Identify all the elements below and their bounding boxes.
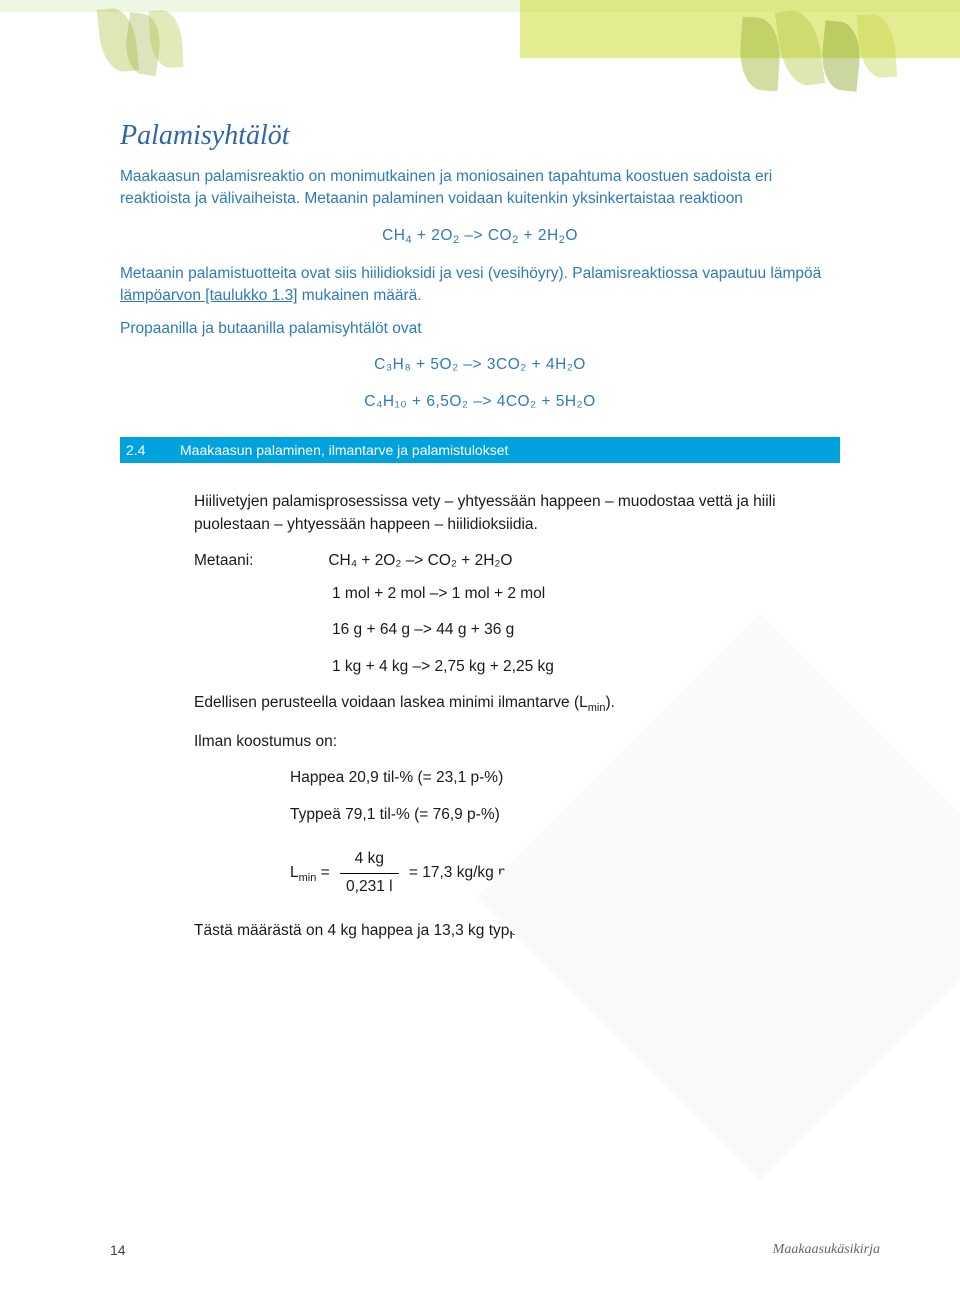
text-run: Metaanin palamistuotteita ovat siis hiil… — [120, 265, 821, 282]
eq-part: O — [565, 227, 578, 244]
intro-paragraph-3: Propaanilla ja butaanilla palamisyhtälöt… — [120, 318, 840, 340]
lmin-symbol: L — [290, 864, 299, 881]
equation-butane: C₄H₁₀ + 6,5O₂ –> 4CO₂ + 5H₂O — [120, 391, 840, 413]
box-paragraph-1: Hiilivetyjen palamisprosessissa vety – y… — [194, 491, 814, 536]
fraction-numerator: 4 kg — [340, 848, 399, 873]
fraction: 4 kg 0,231 l — [340, 848, 399, 898]
decorative-header — [0, 0, 960, 90]
text-run: mukainen määrä. — [298, 287, 422, 304]
content-area: Palamisyhtälöt Maakaasun palamisreaktio … — [120, 120, 840, 957]
eq-text: CH₄ + 2O₂ –> CO₂ + 2H₂O — [328, 552, 512, 569]
page-number: 14 — [110, 1242, 126, 1258]
section-number: 2.4 — [120, 442, 180, 458]
equation-propane: C₃H₈ + 5O₂ –> 3CO₂ + 4H₂O — [120, 354, 840, 376]
sub-min: min — [588, 702, 606, 714]
section-title: Maakaasun palaminen, ilmantarve ja palam… — [180, 442, 840, 458]
label-methane: Metaani: — [194, 550, 324, 572]
equation-methane: CH4 + 2O2 –> CO2 + 2H2O — [120, 225, 840, 249]
mol-line: 1 mol + 2 mol –> 1 mol + 2 mol — [332, 583, 814, 605]
eq-sign: = — [316, 864, 334, 881]
eq-part: + 2H — [519, 227, 559, 244]
eq-part: + 2O — [412, 227, 453, 244]
eq-sub: 2 — [512, 234, 519, 246]
text-run: Edellisen perusteella voidaan laskea min… — [194, 694, 588, 711]
eq-part: CH — [382, 227, 405, 244]
sub-min: min — [299, 872, 317, 884]
page: Palamisyhtälöt Maakaasun palamisreaktio … — [0, 0, 960, 1308]
table-link[interactable]: lämpöarvon [taulukko 1.3] — [120, 287, 298, 304]
fraction-denominator: 0,231 l — [340, 874, 399, 898]
page-title: Palamisyhtälöt — [120, 120, 840, 152]
intro-paragraph-2: Metaanin palamistuotteita ovat siis hiil… — [120, 263, 840, 308]
eq-sub: 2 — [453, 234, 460, 246]
methane-eq-line: Metaani: CH₄ + 2O₂ –> CO₂ + 2H₂O — [194, 550, 814, 572]
eq-part: –> CO — [460, 227, 513, 244]
book-title: Maakaasukäsikirja — [773, 1242, 880, 1258]
page-footer: 14 Maakaasukäsikirja — [110, 1242, 880, 1258]
section-heading-bar: 2.4 Maakaasun palaminen, ilmantarve ja p… — [120, 437, 840, 463]
text-run: ). — [605, 694, 614, 711]
body-text-block: Maakaasun palamisreaktio on monimutkaine… — [120, 166, 840, 413]
intro-paragraph-1: Maakaasun palamisreaktio on monimutkaine… — [120, 166, 840, 211]
